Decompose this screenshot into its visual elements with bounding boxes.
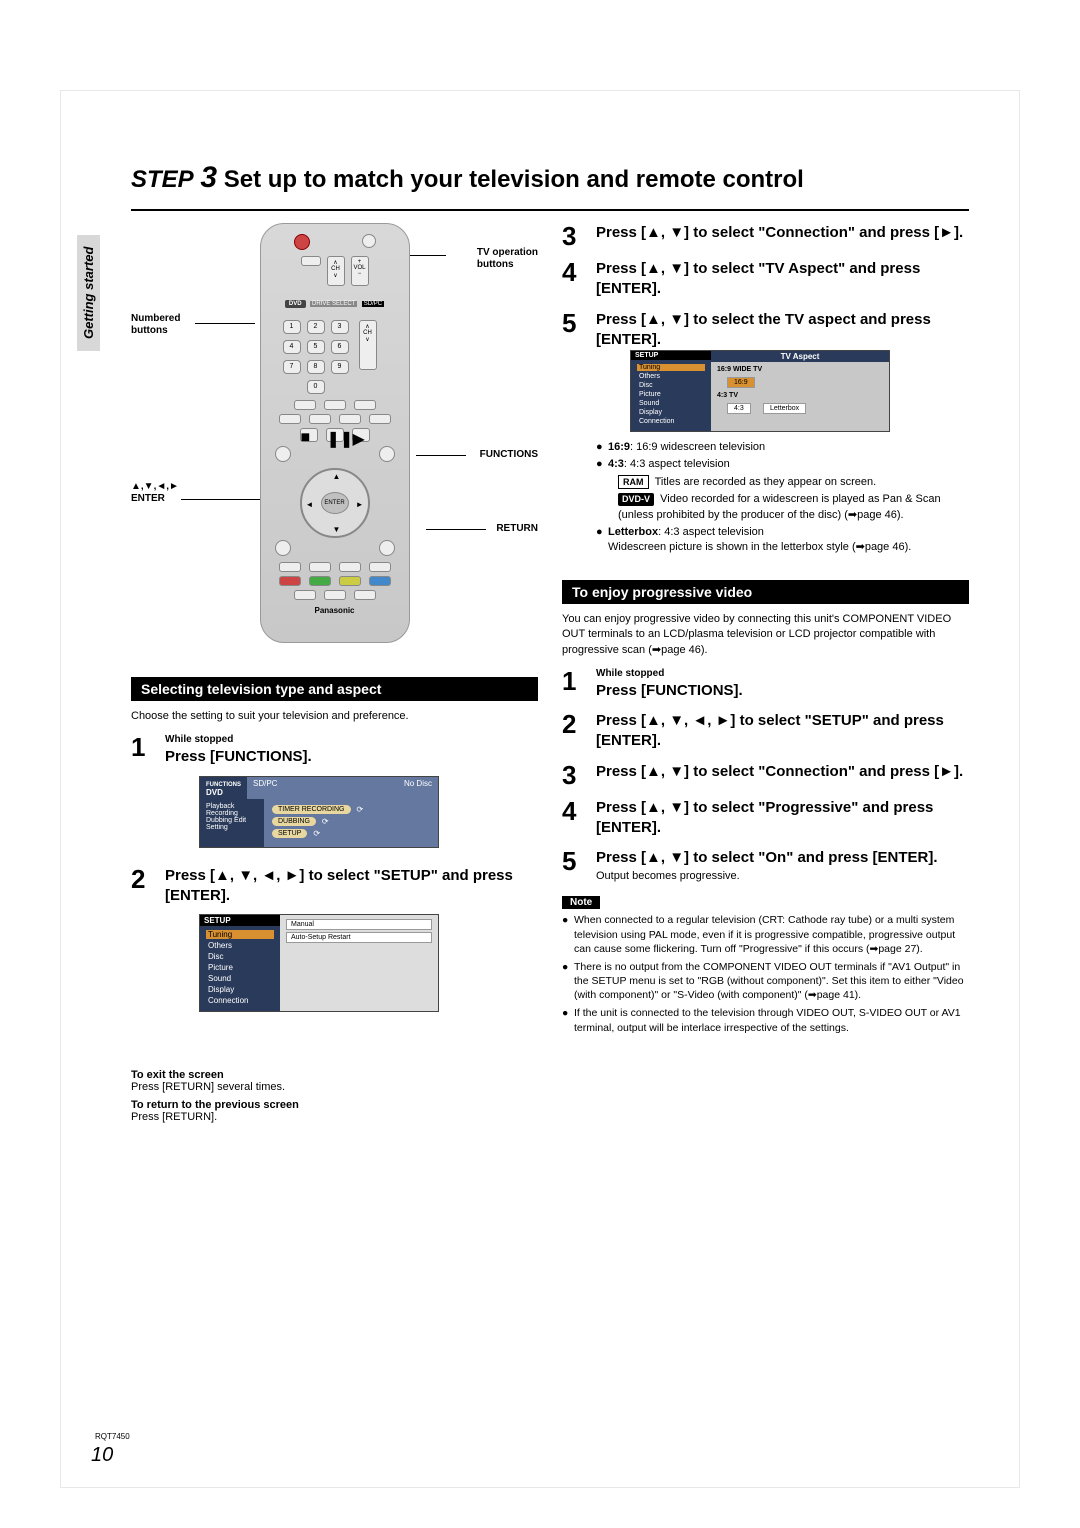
brand-label: Panasonic — [269, 606, 401, 615]
pstep-4: 4 — [562, 798, 586, 839]
step-heading: Set up to match your television and remo… — [224, 166, 804, 193]
section2-intro: You can enjoy progressive video by conne… — [562, 612, 969, 658]
left-column: TV operationbuttons Numberedbuttons FUNC… — [131, 223, 538, 1039]
notes-block: Note ●When connected to a regular televi… — [562, 892, 969, 1034]
right-column: 3 Press [▲, ▼] to select "Connection" an… — [562, 223, 969, 1039]
osd-functions: FUNCTIONSDVD SD/PC No Disc Playback Reco… — [199, 776, 439, 848]
callout-tv-buttons: TV operationbuttons — [477, 247, 538, 271]
dvdv-badge: DVD-V — [618, 493, 654, 506]
step-word: STEP — [131, 166, 194, 193]
remote-diagram: TV operationbuttons Numberedbuttons FUNC… — [131, 223, 538, 653]
section-progressive: To enjoy progressive video — [562, 580, 969, 604]
step-number: 3 — [200, 161, 217, 194]
callout-return: RETURN — [496, 523, 538, 535]
two-column-layout: TV operationbuttons Numberedbuttons FUNC… — [131, 223, 969, 1039]
title-rule — [131, 209, 969, 211]
step-number-3: 3 — [562, 223, 586, 249]
step4-text: Press [▲, ▼] to select "TV Aspect" and p… — [596, 259, 969, 300]
step-number-5: 5 — [562, 310, 586, 570]
step5-text: Press [▲, ▼] to select the TV aspect and… — [596, 310, 969, 351]
number-pad: 123 456 789 0 — [283, 320, 349, 394]
footer-instructions: To exit the screen Press [RETURN] severa… — [131, 1069, 969, 1123]
left-steps: 1 While stopped Press [FUNCTIONS]. FUNCT… — [131, 734, 538, 1020]
ram-badge: RAM — [618, 475, 649, 490]
page-number: 10 — [91, 1444, 113, 1467]
page-frame: Getting started STEP 3 Set up to match y… — [60, 90, 1020, 1488]
osd-setup: SETUP Tuning Others Disc Picture Sound D… — [199, 914, 439, 1012]
step1-hint: While stopped — [165, 734, 538, 745]
nav-ring: ▲ ▼ ◄ ► ENTER — [300, 468, 370, 538]
pstep-2: 2 — [562, 711, 586, 752]
enter-button-icon: ENTER — [321, 492, 349, 514]
vol-rocker: +VOL− — [351, 256, 369, 286]
pstep-1: 1 — [562, 668, 586, 701]
section1-intro: Choose the setting to suit your televisi… — [131, 709, 538, 724]
page-title: STEP 3 Set up to match your television a… — [131, 161, 969, 195]
power-button-icon — [294, 234, 310, 250]
callout-functions: FUNCTIONS — [480, 449, 538, 461]
callout-numbered: Numberedbuttons — [131, 313, 180, 337]
note-badge: Note — [562, 896, 600, 909]
step-number-1: 1 — [131, 734, 155, 855]
doc-code: RQT7450 — [95, 1432, 130, 1441]
dvd-label: DVD — [285, 300, 306, 308]
side-tab: Getting started — [77, 235, 100, 351]
step-number-2: 2 — [131, 866, 155, 1021]
step2-text: Press [▲, ▼, ◄, ►] to select "SETUP" and… — [165, 866, 538, 907]
step1-text: Press [FUNCTIONS]. — [165, 747, 538, 767]
step3-text: Press [▲, ▼] to select "Connection" and … — [596, 223, 969, 243]
pstep-5: 5 — [562, 848, 586, 882]
osd-tv-aspect: SETUP Tuning Others Disc Picture Sound D… — [630, 350, 890, 432]
callout-enter: ▲,▼,◄,►ENTER — [131, 481, 179, 505]
section-selecting-aspect: Selecting television type and aspect — [131, 677, 538, 701]
aspect-bullets: ●16:9: 16:9 widescreen television ●4:3: … — [596, 440, 969, 556]
ch-rocker: ∧CH∨ — [327, 256, 345, 286]
remote-body: ∧CH∨ +VOL− DVD DRIVE SELECT SD/PC 123 45… — [260, 223, 410, 643]
step-number-4: 4 — [562, 259, 586, 300]
pstep-3: 3 — [562, 762, 586, 788]
